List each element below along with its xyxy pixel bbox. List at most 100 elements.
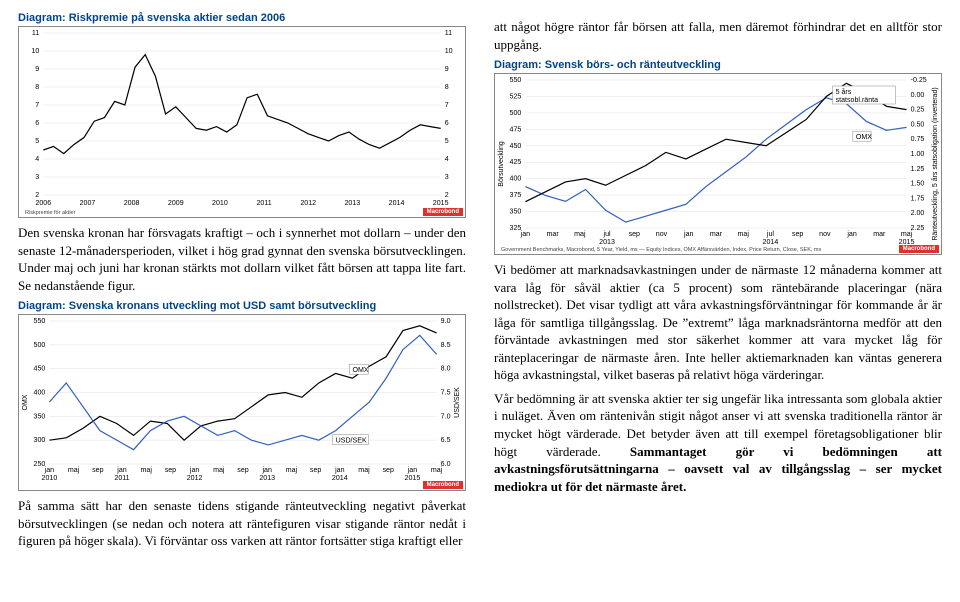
chart1-legend: Riskpremie för aktier [25, 210, 75, 216]
svg-text:400: 400 [510, 176, 522, 183]
svg-text:maj: maj [574, 231, 586, 238]
svg-text:sep: sep [310, 467, 322, 474]
svg-text:11: 11 [445, 30, 452, 37]
svg-text:2010: 2010 [212, 200, 228, 207]
svg-text:7: 7 [445, 102, 449, 109]
svg-text:7: 7 [35, 102, 39, 109]
svg-text:0.50: 0.50 [911, 122, 925, 129]
svg-text:2012: 2012 [187, 475, 203, 482]
chart3-source: Macrobond [899, 245, 939, 253]
svg-text:2010: 2010 [42, 475, 58, 482]
left-para2: På samma sätt har den senaste tidens sti… [18, 497, 466, 550]
svg-text:sep: sep [237, 467, 249, 474]
svg-text:maj: maj [358, 467, 370, 474]
svg-text:jan: jan [334, 467, 345, 474]
svg-text:8: 8 [35, 84, 39, 91]
svg-text:maj: maj [213, 467, 225, 474]
svg-text:sep: sep [792, 231, 804, 238]
svg-text:8: 8 [445, 84, 449, 91]
svg-text:2015: 2015 [405, 475, 421, 482]
svg-text:jan: jan [44, 467, 55, 474]
left-para1: Den svenska kronan har försvagats krafti… [18, 224, 466, 294]
svg-text:550: 550 [510, 77, 522, 84]
svg-text:500: 500 [510, 110, 522, 117]
svg-text:2014: 2014 [763, 239, 779, 246]
svg-text:statsobl.ränta: statsobl.ränta [836, 97, 879, 104]
svg-text:2006: 2006 [35, 200, 51, 207]
svg-text:300: 300 [34, 437, 46, 444]
svg-text:sep: sep [383, 467, 395, 474]
svg-text:2014: 2014 [389, 200, 405, 207]
svg-text:jan: jan [116, 467, 127, 474]
svg-text:0.00: 0.00 [911, 92, 925, 99]
svg-text:sep: sep [629, 231, 641, 238]
svg-text:4: 4 [35, 156, 39, 163]
svg-text:2.00: 2.00 [911, 210, 925, 217]
right-para3: Vår bedömning är att svenska aktier ter … [494, 390, 942, 495]
svg-text:maj: maj [431, 467, 443, 474]
svg-text:jul: jul [603, 231, 612, 238]
svg-text:maj: maj [737, 231, 749, 238]
svg-text:maj: maj [68, 467, 80, 474]
svg-text:2008: 2008 [124, 200, 140, 207]
chart3: 325350375400425450475500525550-0.250.000… [494, 73, 942, 255]
svg-text:2015: 2015 [433, 200, 449, 207]
svg-text:USD/SEK: USD/SEK [336, 438, 367, 445]
svg-text:2: 2 [35, 192, 39, 199]
svg-text:250: 250 [34, 461, 46, 468]
svg-text:5: 5 [35, 138, 39, 145]
svg-text:8.0: 8.0 [441, 366, 451, 373]
svg-text:2013: 2013 [259, 475, 275, 482]
chart1-title: Diagram: Riskpremie på svenska aktier se… [18, 12, 466, 24]
svg-text:9: 9 [35, 66, 39, 73]
svg-text:6: 6 [35, 120, 39, 127]
svg-text:Börsutveckling: Börsutveckling [498, 141, 505, 187]
svg-text:8.5: 8.5 [441, 342, 451, 349]
svg-text:sep: sep [92, 467, 104, 474]
svg-text:2.25: 2.25 [911, 225, 925, 232]
svg-text:jan: jan [189, 467, 200, 474]
svg-text:OMX: OMX [22, 394, 29, 410]
svg-text:Ränteutveckling, 5 års statsob: Ränteutveckling, 5 års statsobligation (… [931, 87, 939, 240]
svg-text:maj: maj [141, 467, 153, 474]
svg-text:6.5: 6.5 [441, 437, 451, 444]
svg-text:500: 500 [34, 342, 46, 349]
svg-text:9: 9 [445, 66, 449, 73]
svg-text:450: 450 [34, 366, 46, 373]
svg-text:2009: 2009 [168, 200, 184, 207]
svg-text:325: 325 [510, 225, 522, 232]
svg-text:525: 525 [510, 94, 522, 101]
svg-text:3: 3 [445, 174, 449, 181]
svg-text:-0.25: -0.25 [911, 77, 927, 84]
svg-text:maj: maj [901, 231, 913, 238]
svg-text:mar: mar [710, 231, 723, 238]
svg-text:nov: nov [656, 231, 668, 238]
svg-text:2013: 2013 [599, 239, 615, 246]
svg-text:0.25: 0.25 [911, 107, 925, 114]
svg-text:jan: jan [261, 467, 272, 474]
svg-text:5 års: 5 års [836, 88, 852, 96]
svg-text:jan: jan [520, 231, 531, 238]
chart1: 2233445566778899101011112006200720082009… [18, 26, 466, 218]
svg-text:2: 2 [445, 192, 449, 199]
svg-text:450: 450 [510, 143, 522, 150]
svg-text:jan: jan [407, 467, 418, 474]
svg-text:4: 4 [445, 156, 449, 163]
svg-text:maj: maj [286, 467, 298, 474]
svg-text:nov: nov [819, 231, 831, 238]
svg-text:375: 375 [510, 192, 522, 199]
svg-text:7.5: 7.5 [441, 390, 451, 397]
svg-text:USD/SEK: USD/SEK [454, 387, 461, 418]
svg-text:1.75: 1.75 [911, 196, 925, 203]
right-para2: Vi bedömer att marknadsavkastningen unde… [494, 261, 942, 384]
right-para1: att något högre räntor får börsen att fa… [494, 18, 942, 53]
two-column-layout: Diagram: Riskpremie på svenska aktier se… [18, 12, 942, 556]
chart1-source: Macrobond [423, 208, 463, 216]
svg-text:0.75: 0.75 [911, 136, 925, 143]
svg-text:425: 425 [510, 159, 522, 166]
chart2: 2503003504004505005506.06.57.07.58.08.59… [18, 314, 466, 491]
svg-text:6: 6 [445, 120, 449, 127]
svg-text:550: 550 [34, 318, 46, 325]
svg-text:5: 5 [445, 138, 449, 145]
svg-text:2012: 2012 [300, 200, 316, 207]
